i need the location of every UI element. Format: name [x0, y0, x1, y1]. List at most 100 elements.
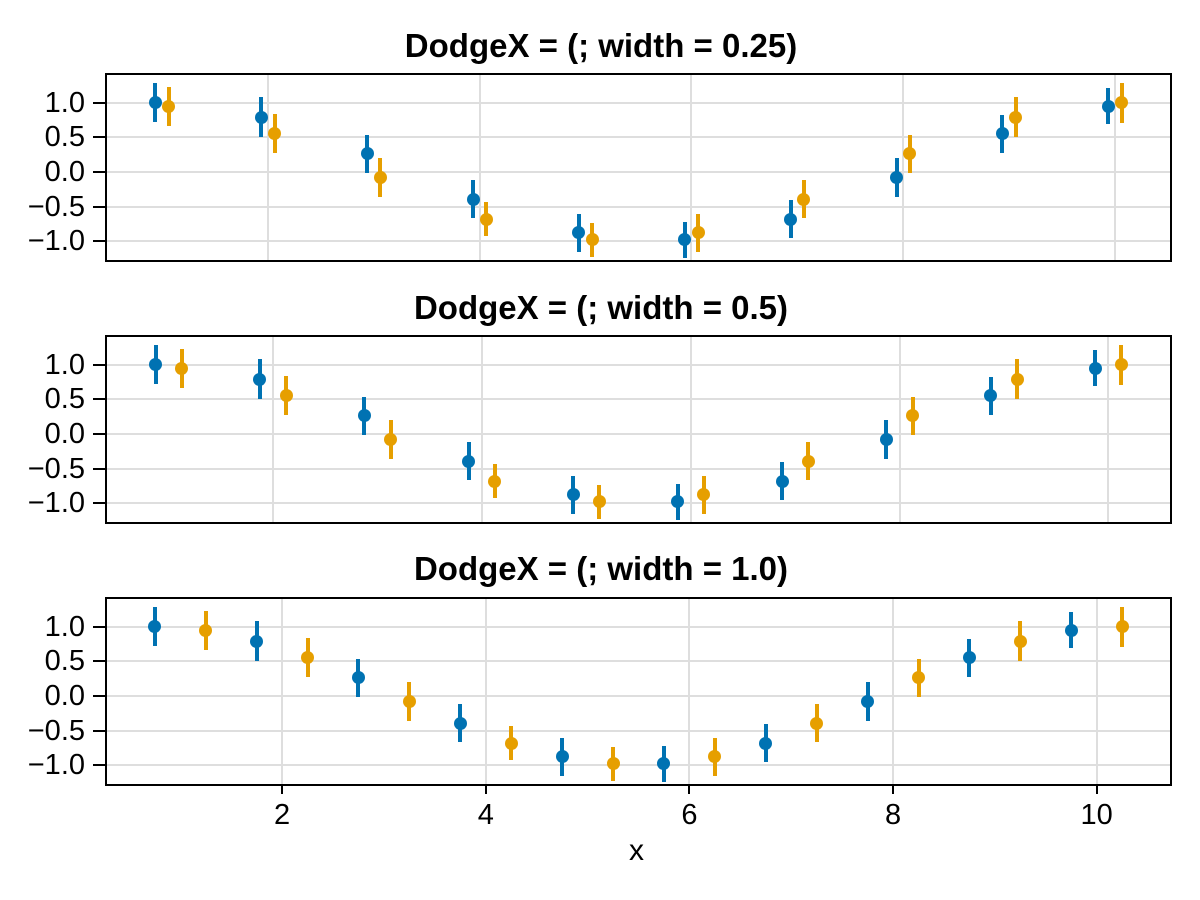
data-point [301, 651, 315, 665]
y-tick-mark [93, 695, 105, 697]
data-point [566, 488, 580, 502]
data-point [1114, 358, 1128, 372]
y-tick-mark [93, 398, 105, 401]
y-gridline [107, 240, 1170, 243]
data-point [585, 233, 599, 247]
x-tick-mark [484, 784, 487, 794]
y-gridline [107, 433, 1170, 435]
data-point [175, 361, 189, 375]
data-point [962, 651, 976, 665]
y-tick-mark [93, 467, 105, 470]
y-tick-label: 0.5 [44, 645, 85, 678]
data-point [1010, 372, 1024, 386]
axis-panel-dodge-0.25: 1.0 0.5 0.0 −0.5 −1.0 [28, 73, 1172, 262]
data-point [250, 634, 264, 648]
data-point [462, 454, 476, 468]
y-tick-label: 0.0 [44, 418, 85, 450]
axis-panel-dodge-1.0: 1.0 0.5 0.0 −0.5 −1.0 2 4 6 8 10 [28, 597, 1172, 831]
y-gridline [107, 398, 1170, 401]
data-point [912, 671, 925, 685]
y-gridline [107, 467, 1170, 470]
y-gridline [107, 136, 1170, 139]
y-tick-label: −0.5 [27, 190, 85, 223]
data-point [466, 192, 480, 206]
x-gridline [688, 599, 691, 784]
y-tick-label: −1.0 [27, 749, 85, 782]
y-tick-label: 1.0 [44, 348, 85, 381]
data-point [479, 212, 493, 226]
x-gridline [478, 75, 481, 260]
y-tick-label: 0.0 [44, 680, 85, 712]
data-point [678, 233, 692, 247]
data-point [148, 620, 162, 634]
panel-3-title: DodgeX = (; width = 1.0) [413, 550, 789, 587]
y-tick-mark [93, 625, 105, 628]
y-tick-label: 1.0 [44, 610, 85, 643]
y-tick-mark [93, 660, 105, 663]
y-gridline [107, 171, 1170, 173]
panel-1-title: DodgeX = (; width = 0.25) [404, 27, 798, 64]
data-point [906, 409, 920, 423]
data-point [657, 757, 671, 771]
x-gridline [484, 599, 487, 784]
data-point [162, 99, 176, 113]
data-point [606, 757, 620, 771]
x-gridline [1107, 337, 1110, 522]
y-tick-mark [93, 101, 105, 104]
x-tick-mark [892, 784, 895, 794]
x-tick-mark [1095, 784, 1098, 794]
x-gridline [689, 337, 692, 522]
x-gridline [898, 337, 901, 522]
y-gridline [107, 502, 1170, 505]
y-tick-label: −1.0 [27, 225, 85, 258]
data-point [453, 716, 467, 730]
data-point [351, 671, 365, 685]
y-tick-mark [93, 764, 105, 767]
y-tick-label: 0.0 [44, 156, 85, 188]
y-tick-label: −0.5 [27, 452, 85, 485]
y-tick-label: 0.5 [44, 383, 85, 416]
y-tick-label: 0.5 [44, 121, 85, 154]
y-tick-mark [93, 363, 105, 366]
data-point [671, 495, 685, 509]
x-gridline [1095, 599, 1098, 784]
x-tick-label: 8 [884, 799, 902, 831]
x-gridline [892, 599, 895, 784]
y-gridline [107, 205, 1170, 208]
y-tick-mark [93, 729, 105, 732]
y-gridline [107, 625, 1170, 628]
y-tick-mark [93, 205, 105, 208]
data-point [708, 750, 722, 764]
x-axis-label: x [629, 834, 644, 867]
data-point [504, 736, 518, 750]
data-point [592, 495, 606, 509]
data-point [1101, 99, 1115, 113]
data-point [1115, 620, 1129, 634]
data-point [268, 127, 282, 141]
x-tick-mark [688, 784, 691, 794]
data-point [254, 110, 268, 124]
y-tick-mark [93, 171, 105, 173]
x-gridline [266, 75, 269, 260]
data-point [1009, 110, 1023, 124]
data-point [402, 695, 416, 709]
data-point [861, 695, 875, 709]
data-point [995, 127, 1009, 141]
data-point [691, 226, 705, 240]
data-point [148, 96, 162, 110]
data-point [1013, 634, 1027, 648]
data-point [555, 750, 569, 764]
data-point [775, 474, 789, 488]
x-tick-label: 10 [1080, 799, 1113, 831]
x-gridline [902, 75, 905, 260]
data-point [890, 171, 904, 185]
data-point [373, 171, 387, 185]
axis-panel-dodge-0.5: 1.0 0.5 0.0 −0.5 −1.0 [28, 335, 1172, 524]
data-point [488, 474, 502, 488]
data-point [784, 212, 798, 226]
y-gridline [107, 101, 1170, 104]
y-tick-label: −1.0 [27, 487, 85, 520]
x-gridline [1113, 75, 1116, 260]
y-tick-mark [93, 240, 105, 243]
x-tick-mark [281, 784, 284, 794]
